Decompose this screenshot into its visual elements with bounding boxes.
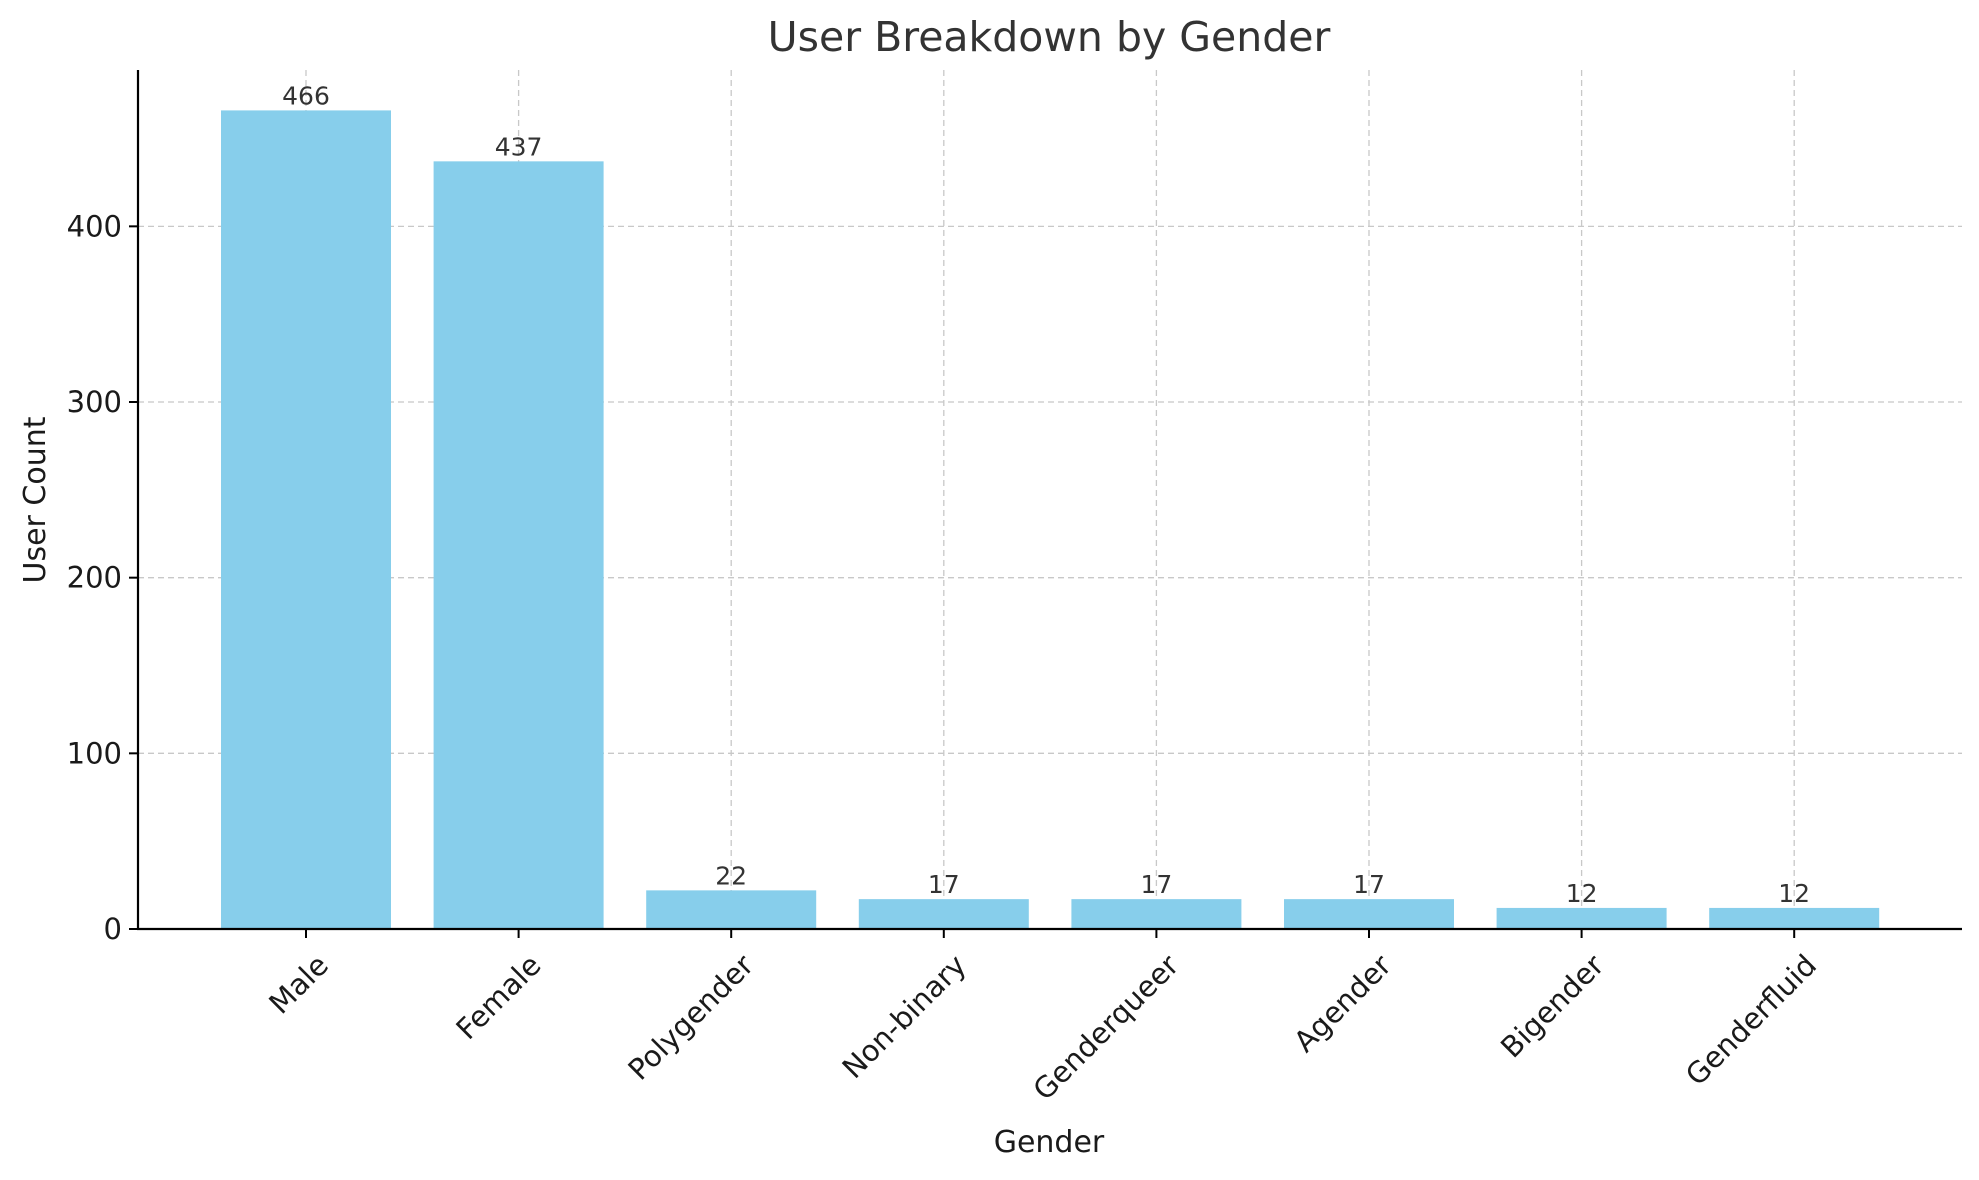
bar [1284, 899, 1454, 929]
x-tick-label: Female [449, 948, 547, 1046]
grid-lines [138, 70, 1962, 929]
bar-value-label: 437 [495, 132, 543, 161]
x-tick-label: Non-binary [836, 948, 973, 1085]
y-axis-ticks: 0 100 200 300 400 [67, 209, 138, 946]
x-axis-ticks: Male Female Polygender Non-binary Genderquee… [262, 929, 1823, 1107]
x-tick-label: Genderqueer [1026, 948, 1185, 1107]
x-tick-label: Polygender [621, 948, 760, 1087]
chart-title: User Breakdown by Gender [768, 13, 1331, 61]
x-tick-label: Agender [1287, 948, 1398, 1059]
bar [1071, 899, 1242, 929]
bar [433, 161, 604, 930]
y-tick-label: 100 [67, 736, 122, 770]
bar-value-label: 12 [1566, 879, 1598, 908]
bar [1709, 907, 1880, 929]
bars [221, 110, 1880, 930]
bar [646, 890, 817, 929]
y-tick-label: 300 [67, 385, 122, 419]
y-tick-label: 400 [67, 209, 122, 243]
y-tick-label: 200 [67, 561, 122, 595]
bar-value-label: 12 [1778, 879, 1810, 908]
bar [221, 110, 391, 930]
value-labels: 466 437 22 17 17 17 12 12 [282, 81, 1810, 908]
x-tick-label: Bigender [1494, 948, 1611, 1065]
bar [858, 899, 1029, 929]
bar-value-label: 17 [928, 870, 960, 899]
x-axis-label: Gender [994, 1125, 1105, 1160]
x-tick-label: Male [262, 948, 335, 1021]
y-axis-label: User Count [18, 416, 53, 583]
bar-value-label: 466 [282, 81, 330, 110]
y-tick-label: 0 [104, 912, 122, 946]
bar [1496, 907, 1667, 929]
bar-value-label: 22 [715, 861, 747, 890]
bar-value-label: 17 [1140, 870, 1172, 899]
x-tick-label: Genderfluid [1679, 948, 1823, 1092]
bar-value-label: 17 [1353, 870, 1385, 899]
